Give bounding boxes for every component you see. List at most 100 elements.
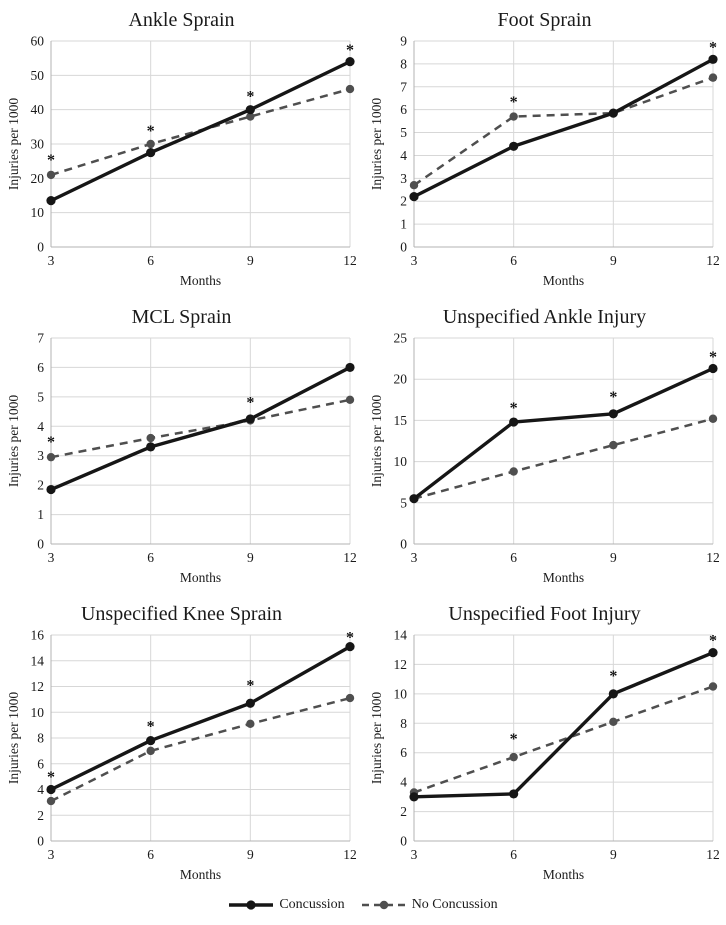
series-concussion-line bbox=[48, 365, 352, 492]
x-tick-label: 12 bbox=[343, 550, 357, 565]
y-tick-label: 20 bbox=[393, 372, 407, 387]
y-tick-label: 1 bbox=[400, 217, 407, 232]
plot-area: 0 2 4 6 8 10 12 14 16 3 6 9 12 Injuries per 1000 Month… bbox=[5, 628, 359, 887]
data-point-marker-concussion bbox=[245, 698, 255, 708]
x-tick-label: 9 bbox=[609, 847, 616, 862]
y-tick-label: 5 bbox=[37, 389, 44, 404]
dashed-line-marker-icon bbox=[361, 900, 406, 910]
data-point-marker-no_concussion bbox=[145, 139, 155, 149]
x-tick-label: 9 bbox=[246, 847, 253, 862]
data-point-marker-concussion bbox=[707, 648, 718, 658]
plot-area: 0 1 2 3 4 5 6 7 3 6 9 12 Injuries per 1000 Months * * bbox=[5, 331, 359, 590]
x-axis-title: Months bbox=[542, 273, 583, 288]
legend-label-no-concussion: No Concussion bbox=[411, 897, 498, 912]
y-axis-title: Injuries per 1000 bbox=[369, 395, 384, 487]
data-point-marker-concussion bbox=[508, 789, 518, 799]
y-tick-label: 0 bbox=[400, 537, 407, 552]
y-tick-label: 3 bbox=[400, 171, 407, 186]
significance-asterisk: * bbox=[509, 400, 517, 417]
data-point-marker-no_concussion bbox=[46, 796, 55, 806]
data-point-marker-no_concussion bbox=[608, 440, 618, 450]
data-point-marker-no_concussion bbox=[345, 395, 354, 404]
x-tick-label: 6 bbox=[147, 253, 154, 268]
significance-asterisk: * bbox=[709, 349, 717, 366]
significance-asterisk: * bbox=[609, 389, 617, 406]
data-point-marker-concussion bbox=[508, 141, 518, 151]
data-point-marker-no_concussion bbox=[708, 73, 717, 82]
chart-title: Unspecified Knee Sprain bbox=[80, 603, 283, 625]
y-tick-label: 4 bbox=[37, 419, 44, 434]
significance-asterisk: * bbox=[346, 630, 354, 647]
data-point-marker-no_concussion bbox=[145, 746, 155, 756]
series-concussion-line bbox=[48, 644, 352, 792]
y-tick-label: 40 bbox=[30, 102, 44, 117]
chart-title: Foot Sprain bbox=[497, 9, 592, 31]
significance-asterisk: * bbox=[47, 152, 55, 169]
chart-title: MCL Sprain bbox=[131, 306, 232, 328]
y-tick-label: 8 bbox=[37, 731, 44, 746]
x-tick-label: 12 bbox=[706, 847, 720, 862]
significance-asterisk: * bbox=[509, 731, 517, 748]
x-tick-label: 6 bbox=[147, 550, 154, 565]
y-tick-label: 7 bbox=[400, 79, 407, 94]
significance-asterisk: * bbox=[246, 89, 254, 106]
x-axis-title: Months bbox=[542, 570, 583, 585]
chart-unspecified-foot-injury: Unspecified Foot Injury 0 2 4 6 8 10 12 14 3 6 9 12… bbox=[363, 594, 726, 891]
significance-asterisk: * bbox=[246, 394, 254, 411]
y-tick-label: 14 bbox=[30, 653, 44, 668]
x-tick-label: 3 bbox=[410, 847, 417, 862]
y-tick-label: 2 bbox=[400, 194, 407, 209]
data-point-marker-no_concussion bbox=[608, 717, 618, 727]
y-tick-label: 0 bbox=[37, 834, 44, 849]
y-tick-label: 4 bbox=[37, 782, 44, 797]
significance-asterisk: * bbox=[146, 123, 154, 140]
chart-unspecified-ankle-injury: Unspecified Ankle Injury 0 5 10 15 20 25 3 6 9 12… bbox=[363, 297, 726, 594]
significance-asterisk: * bbox=[709, 39, 717, 56]
data-point-marker-no_concussion bbox=[508, 752, 518, 762]
plot-area: 0 1 2 3 4 5 6 7 8 9 3 6 9 12 Injuries per 1000 Months * * bbox=[368, 34, 722, 293]
chart-plot-svg: 0 10 20 30 40 50 60 3 6 9 12 Injuries per 1000 Month… bbox=[6, 34, 357, 289]
y-tick-label: 10 bbox=[393, 686, 407, 701]
y-tick-label: 5 bbox=[400, 495, 407, 510]
data-point-marker-concussion bbox=[145, 735, 155, 746]
significance-asterisk: * bbox=[47, 434, 55, 451]
y-tick-label: 0 bbox=[400, 240, 407, 255]
data-point-marker-concussion bbox=[608, 108, 618, 118]
x-tick-label: 6 bbox=[510, 550, 517, 565]
data-point-marker-concussion bbox=[707, 363, 718, 374]
y-tick-label: 0 bbox=[37, 240, 44, 255]
chart-ankle-sprain: Ankle Sprain 0 10 20 30 40 50 60 3 6 9 12 Injuries … bbox=[0, 0, 363, 297]
data-point-marker-concussion bbox=[145, 442, 155, 452]
y-tick-label: 4 bbox=[400, 148, 407, 163]
data-point-marker-no_concussion bbox=[409, 181, 418, 190]
y-tick-label: 20 bbox=[30, 171, 44, 186]
y-tick-label: 4 bbox=[400, 775, 407, 790]
y-tick-label: 0 bbox=[400, 834, 407, 849]
data-point-marker-no_concussion bbox=[345, 84, 354, 94]
data-point-marker-concussion bbox=[245, 414, 255, 424]
data-point-marker-concussion bbox=[608, 689, 618, 699]
x-axis-title: Months bbox=[179, 273, 220, 288]
y-axis-title: Injuries per 1000 bbox=[369, 692, 384, 784]
y-tick-label: 6 bbox=[37, 360, 44, 375]
data-point-marker-concussion bbox=[245, 105, 255, 115]
x-tick-label: 3 bbox=[410, 253, 417, 268]
y-tick-label: 12 bbox=[30, 679, 44, 694]
y-tick-label: 50 bbox=[30, 68, 44, 83]
y-tick-label: 16 bbox=[30, 628, 44, 643]
chart-title: Unspecified Ankle Injury bbox=[442, 306, 647, 328]
legend-item-concussion: Concussion bbox=[228, 897, 345, 913]
y-tick-label: 12 bbox=[393, 657, 407, 672]
chart-plot-svg: 0 5 10 15 20 25 3 6 9 12 Injuries per 1000 Months * *… bbox=[369, 331, 720, 586]
data-point-marker-concussion bbox=[707, 54, 718, 64]
y-axis-title: Injuries per 1000 bbox=[6, 692, 21, 784]
legend: Concussion No Concussion bbox=[228, 891, 498, 919]
x-tick-label: 6 bbox=[510, 847, 517, 862]
plot-area: 0 10 20 30 40 50 60 3 6 9 12 Injuries per 1000 Month… bbox=[5, 34, 359, 293]
y-tick-label: 2 bbox=[37, 478, 44, 493]
chart-title: Ankle Sprain bbox=[128, 9, 235, 31]
y-tick-label: 9 bbox=[400, 34, 407, 49]
